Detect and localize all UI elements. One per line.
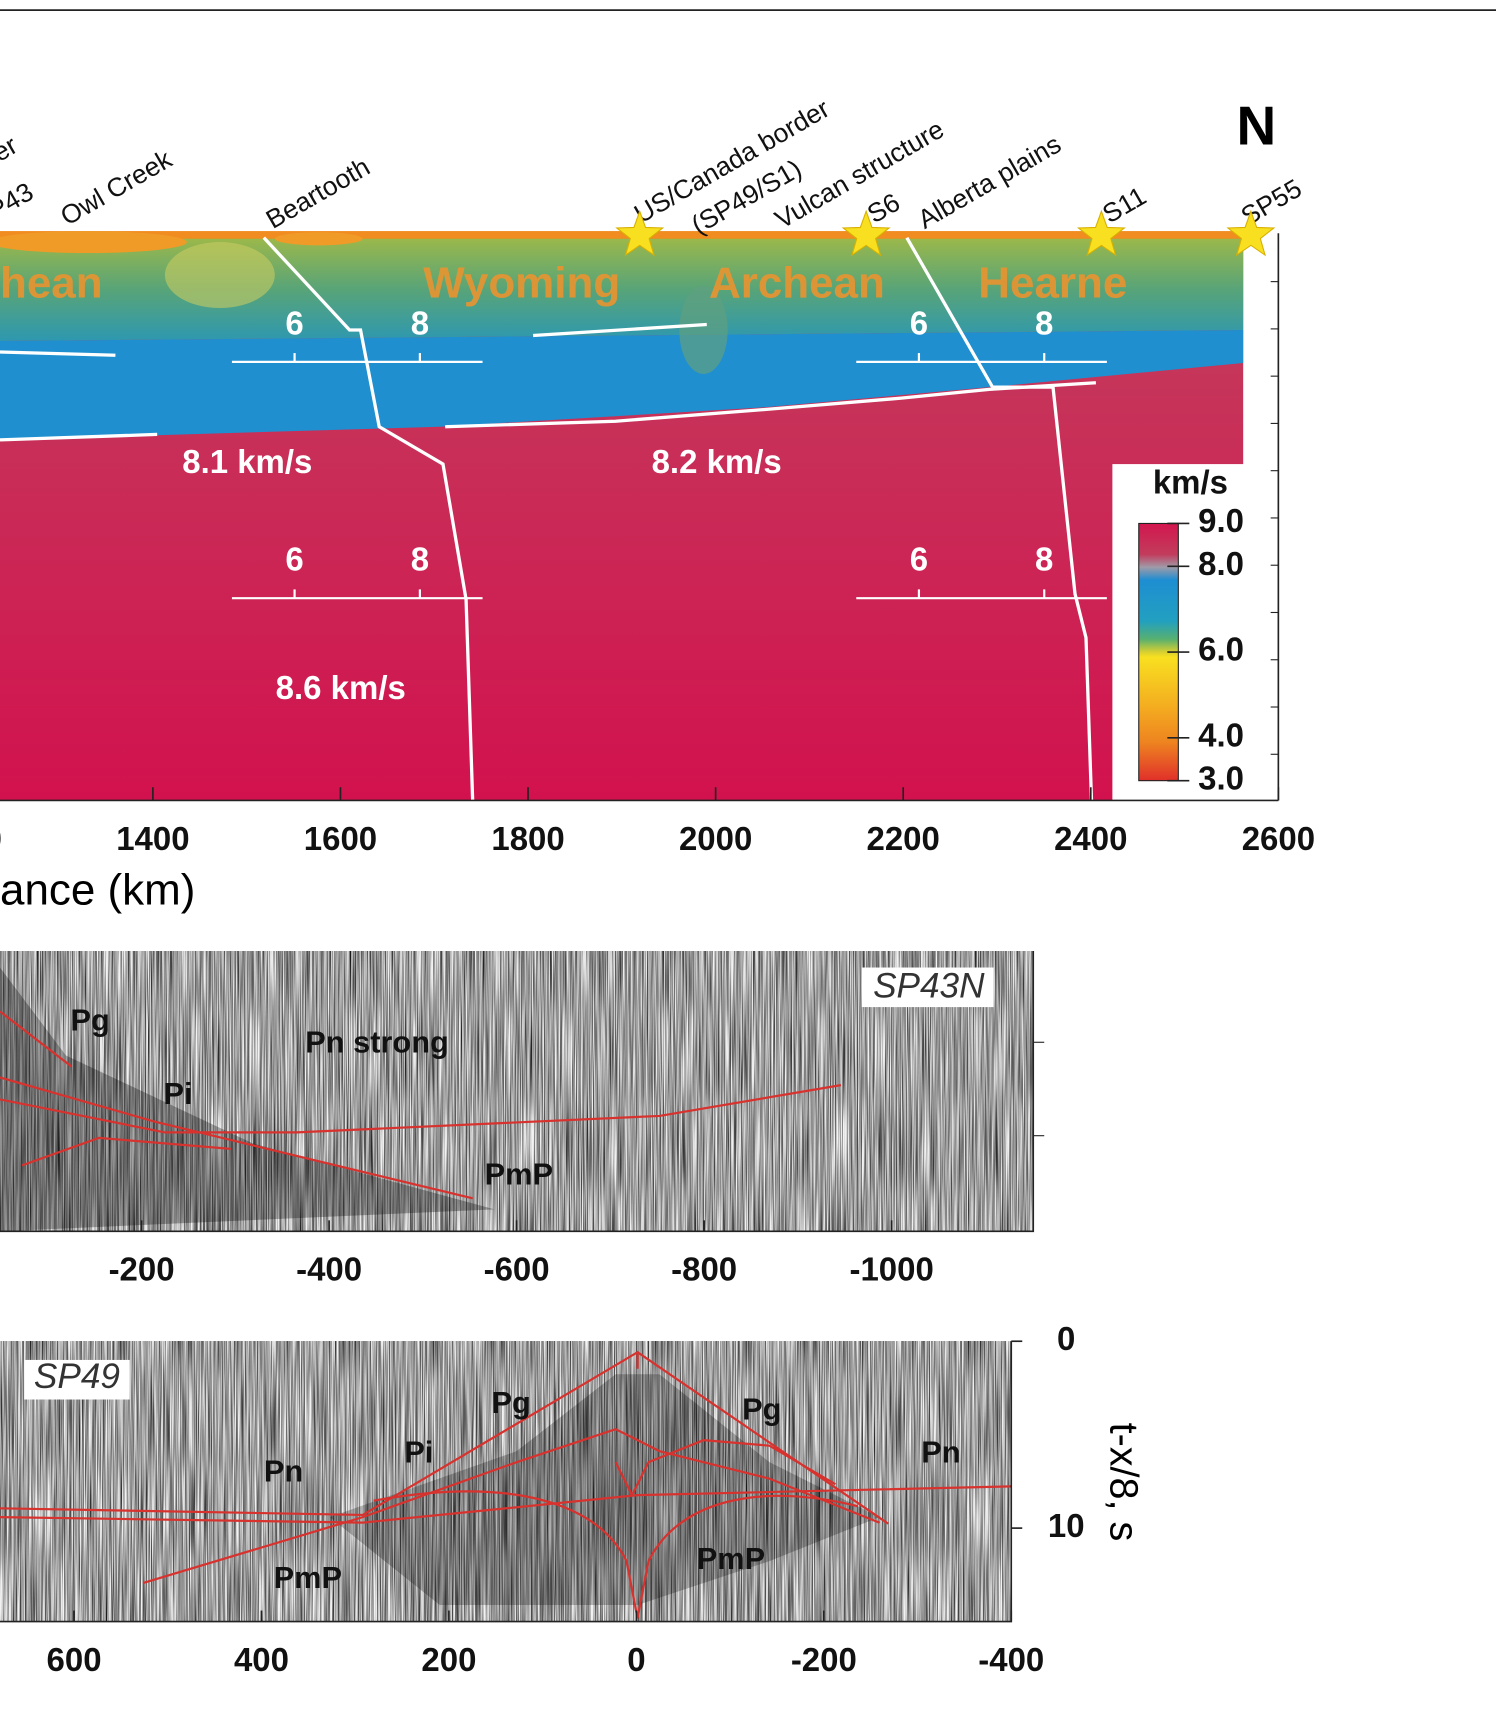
colorbar-tick-label: 8.0: [1198, 545, 1244, 582]
x-tick-label: 2600: [1242, 820, 1315, 857]
province-label: Archean: [709, 259, 885, 308]
province-label: Wyoming: [423, 259, 620, 308]
direction: N: [1237, 94, 1277, 156]
velocity-label: 8.6 km/s: [276, 669, 406, 706]
phase-label: Pg: [742, 1392, 781, 1427]
record-section-sp49: SP49 Pg Pg Pi Pn Pn PmP PmP t-x/8, s: [0, 1341, 1146, 1621]
y-tick-label: 0: [1057, 1320, 1075, 1357]
phase-label: PmP: [274, 1560, 342, 1595]
velocity-label: 8.2 km/s: [652, 443, 782, 480]
x-tick-label: 0: [627, 1641, 645, 1678]
page: {"chart_data": [ {"type": "velocity-sect…: [0, 0, 1496, 1724]
record-section-sp43n: SP43N Pg Pi Pn strong PmP: [0, 951, 1044, 1231]
velocity-label: 8.1 km/s: [182, 443, 312, 480]
colorbar-tick-label: 6.0: [1198, 631, 1244, 668]
colorbar-tick-label: 9.0: [1198, 502, 1244, 539]
site-label: er: [0, 130, 23, 168]
profile-tick-label: 8: [411, 541, 429, 578]
profile-tick-label: 8: [1035, 541, 1053, 578]
profile-tick-label: 6: [910, 541, 928, 578]
x-tick-label: -1000: [849, 1251, 933, 1288]
x-tick-label: 400: [234, 1641, 289, 1678]
x-tick-label: 200: [421, 1641, 476, 1678]
x-tick-label: 1800: [491, 820, 564, 857]
phase-label: Pn: [264, 1453, 303, 1488]
x-axis-title: ance (km): [0, 865, 195, 914]
velocity-section: hean Wyoming Archean Hearne 8.1 km/s 8.2…: [0, 93, 1307, 914]
x-tick-label: -200: [109, 1251, 175, 1288]
x-tick-label: -400: [978, 1641, 1044, 1678]
colorbar-tick-label: 3.0: [1198, 759, 1244, 796]
phase-label: Pg: [70, 1003, 109, 1038]
x-tick-label: 2200: [867, 820, 940, 857]
profile-tick-label: 6: [910, 304, 928, 341]
x-tick-label: 1200: [0, 820, 2, 857]
site-label: Owl Creek: [55, 143, 177, 231]
y-tick-label: 10: [1048, 1507, 1085, 1544]
phase-label: PmP: [697, 1541, 765, 1576]
shot-label: SP49: [34, 1357, 120, 1396]
site-label: Beartooth: [261, 151, 375, 234]
x-tick-label: 1400: [116, 820, 189, 857]
phase-label: Pi: [164, 1076, 193, 1111]
province-label: Hearne: [978, 259, 1127, 308]
profile-tick-label: 6: [285, 304, 303, 341]
site-label: P43: [0, 176, 38, 225]
colorbar-box: [1112, 464, 1275, 800]
profile-tick-label: 8: [411, 304, 429, 341]
x-tick-label: 2000: [679, 820, 752, 857]
colorbar-title: km/s: [1153, 464, 1228, 501]
phase-label: Pn: [921, 1435, 960, 1470]
x-tick-label: 1600: [304, 820, 377, 857]
figure: hean Wyoming Archean Hearne 8.1 km/s 8.2…: [0, 0, 1496, 1724]
site-labels: er P43 Owl Creek Beartooth US/Canada bor…: [0, 93, 1307, 240]
shot-label: SP43N: [873, 967, 985, 1006]
profile-tick-label: 8: [1035, 304, 1053, 341]
phase-label: Pg: [491, 1385, 530, 1420]
phase-label: Pn strong: [305, 1025, 449, 1060]
x-tick-label: 600: [47, 1641, 102, 1678]
phase-label: PmP: [485, 1156, 553, 1191]
colorbar-tick-label: 4.0: [1198, 716, 1244, 753]
anomaly: [165, 242, 275, 308]
x-tick-label: 2400: [1054, 820, 1127, 857]
y-axis-title: t-x/8, s: [1102, 1423, 1146, 1542]
x-tick-label: -200: [791, 1641, 857, 1678]
sediment: [275, 232, 363, 245]
x-tick-label: -800: [671, 1251, 737, 1288]
x-tick-label: -600: [484, 1251, 550, 1288]
profile-tick-label: 6: [285, 541, 303, 578]
x-tick-label: -400: [296, 1251, 362, 1288]
phase-label: Pi: [404, 1435, 433, 1470]
province-label: hean: [0, 259, 103, 308]
